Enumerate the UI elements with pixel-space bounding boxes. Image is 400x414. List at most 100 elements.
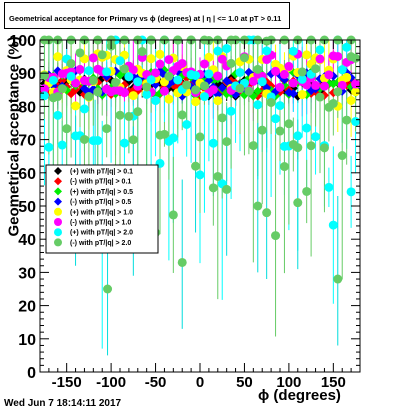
data-point	[222, 44, 232, 54]
data-point	[88, 53, 98, 63]
data-point	[262, 46, 272, 56]
data-point	[248, 141, 258, 151]
data-point	[168, 210, 178, 220]
data-point	[288, 46, 298, 56]
data-point	[328, 220, 338, 230]
data-point	[275, 101, 285, 111]
data-point	[284, 61, 294, 71]
legend-entry: (+) with pT/|q| > 1.0	[70, 209, 133, 216]
data-point	[275, 126, 285, 136]
data-point	[297, 90, 307, 100]
chart-title: Geometrical acceptance for Primary vs ϕ …	[4, 2, 290, 29]
data-point	[137, 47, 147, 57]
data-point	[346, 187, 356, 197]
legend-entry: (-) with pT/|q| > 2.0	[70, 240, 131, 247]
legend-marker	[54, 238, 62, 247]
data-point	[119, 138, 129, 148]
data-point	[133, 107, 143, 117]
data-point	[333, 51, 343, 61]
x-tick-label: -100	[96, 374, 126, 391]
y-axis-label: Geometrical acceptance (%)	[5, 36, 23, 237]
data-point	[84, 66, 94, 76]
data-point	[159, 86, 169, 96]
data-point	[337, 65, 347, 75]
data-point	[324, 182, 334, 192]
data-point	[57, 76, 67, 86]
data-point	[271, 66, 281, 76]
x-tick-label: 0	[196, 374, 204, 391]
data-point	[226, 106, 236, 116]
data-point	[213, 96, 223, 106]
legend-entry: (+) with pT/|q| > 0.5	[70, 189, 133, 196]
data-point	[168, 133, 178, 143]
data-point	[293, 143, 303, 153]
data-point	[111, 77, 121, 87]
data-point	[222, 184, 232, 194]
data-point	[284, 119, 294, 129]
data-point	[271, 231, 281, 241]
data-point	[351, 117, 361, 127]
data-point	[302, 50, 312, 60]
y-tick-label: 70	[18, 133, 36, 150]
data-point	[177, 257, 187, 267]
timestamp: Wed Jun 7 18:14:11 2017	[4, 398, 122, 409]
data-point	[62, 85, 72, 95]
data-point	[177, 58, 187, 68]
data-point	[53, 92, 63, 102]
data-point	[306, 141, 316, 151]
legend-marker	[54, 187, 62, 196]
data-point	[253, 201, 263, 211]
data-point	[297, 74, 307, 84]
data-point	[271, 114, 281, 124]
data-point	[328, 98, 338, 108]
data-point	[204, 69, 214, 79]
data-point	[71, 101, 81, 111]
data-point	[71, 78, 81, 88]
data-point	[79, 134, 89, 144]
data-point	[146, 75, 156, 85]
data-point	[115, 56, 125, 66]
data-point	[351, 79, 361, 89]
data-point	[93, 87, 103, 97]
data-point	[257, 125, 267, 135]
data-point	[226, 58, 236, 68]
legend-entry: (+) with pT/|q| > 0.1	[70, 169, 133, 176]
data-point	[66, 71, 76, 81]
y-tick-label: 50	[18, 199, 36, 216]
data-point	[199, 59, 209, 69]
data-point	[142, 89, 152, 99]
data-point	[182, 80, 192, 90]
data-point	[75, 48, 85, 58]
y-tick-label: 0	[27, 365, 36, 382]
data-point	[133, 77, 143, 87]
data-point	[351, 53, 361, 63]
data-point	[262, 208, 272, 218]
data-point	[75, 64, 85, 74]
data-point	[103, 284, 113, 294]
data-point	[315, 92, 325, 102]
data-point	[337, 151, 347, 161]
data-point	[342, 115, 352, 125]
data-point	[311, 80, 321, 90]
data-point	[235, 67, 245, 77]
data-point	[346, 95, 356, 105]
data-point	[115, 110, 125, 120]
data-point	[248, 76, 258, 86]
data-point	[217, 83, 227, 93]
data-point	[333, 274, 343, 284]
data-point	[177, 110, 187, 120]
data-point	[191, 70, 201, 80]
data-point	[213, 71, 223, 81]
data-point	[235, 83, 245, 93]
data-point	[128, 65, 138, 75]
data-point	[164, 94, 174, 104]
legend-marker	[54, 177, 62, 186]
data-point	[311, 132, 321, 142]
data-point	[208, 138, 218, 148]
data-point	[204, 52, 214, 62]
data-point	[244, 86, 254, 96]
data-point	[164, 55, 174, 65]
legend-entry: (-) with pT/|q| > 0.5	[70, 199, 131, 206]
legend-entry: (-) with pT/|q| > 0.1	[70, 179, 131, 186]
y-tick-label: 90	[18, 66, 36, 83]
